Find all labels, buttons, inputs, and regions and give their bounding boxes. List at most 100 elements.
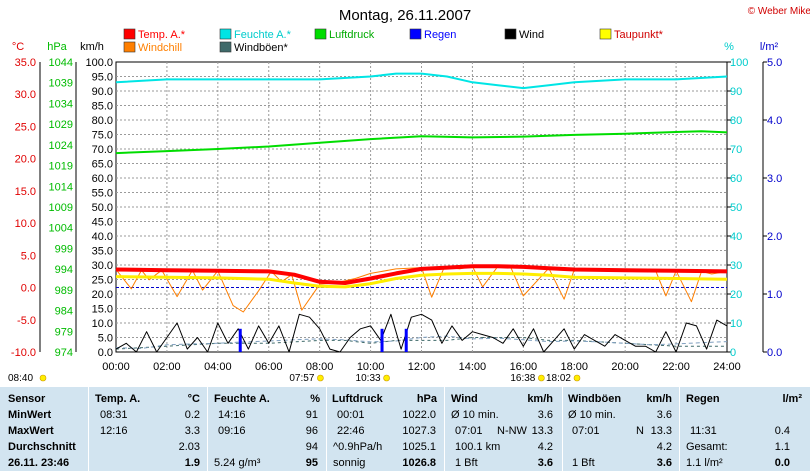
chart-legend: Temp. A.* Feuchte A.* Luftdruck Regen Wind Ta… bbox=[123, 28, 664, 54]
legend-swatch bbox=[599, 28, 612, 40]
plot-grid bbox=[115, 61, 728, 353]
legend-swatch bbox=[219, 28, 232, 40]
humidity-tick-label: 100 bbox=[730, 57, 748, 69]
legend-swatch bbox=[409, 28, 422, 40]
gust-beaufort: 1 Bft bbox=[572, 457, 595, 469]
wind-max-time: 07:01 bbox=[455, 425, 483, 437]
speed-tick-label: 50.0 bbox=[92, 202, 113, 214]
humidity-tick-label: 70 bbox=[730, 144, 742, 156]
humidity-average: 94 bbox=[305, 441, 318, 453]
speed-tick-label: 55.0 bbox=[92, 188, 113, 200]
speed-tick-label: 15.0 bbox=[92, 304, 113, 316]
speed-tick-label: 75.0 bbox=[92, 130, 113, 142]
legend-label: Feuchte A.* bbox=[234, 29, 292, 41]
pressure-tick-label: 999 bbox=[55, 243, 73, 255]
chart-annotations: 08:40 07:57 10:33 16:38 18:02 bbox=[8, 373, 581, 384]
header-pressure: Luftdruck bbox=[332, 393, 383, 405]
x-tick-label: 08:00 bbox=[306, 361, 334, 373]
humidity-current: 95 bbox=[305, 457, 318, 469]
rain-tick-label: 3.0 bbox=[767, 173, 782, 185]
temp-tick-label: -10.0 bbox=[11, 347, 36, 359]
wind-current: 3.6 bbox=[537, 457, 553, 469]
copyright-text: © Weber Mike bbox=[748, 6, 810, 17]
x-tick-label: 00:00 bbox=[102, 361, 130, 373]
header-wind: Wind bbox=[451, 393, 478, 405]
speed-tick-label: 35.0 bbox=[92, 246, 113, 258]
wind-max-value: 13.3 bbox=[531, 425, 553, 437]
header-humidity: Feuchte A. bbox=[214, 393, 270, 405]
series-line-wind bbox=[115, 313, 728, 353]
temp-min-time: 08:31 bbox=[100, 409, 128, 421]
col-divider bbox=[326, 387, 327, 471]
x-tick-label: 02:00 bbox=[153, 361, 181, 373]
pressure-tick-label: 974 bbox=[55, 347, 73, 359]
legend-label: Luftdruck bbox=[329, 29, 375, 41]
speed-tick-label: 0.0 bbox=[98, 347, 113, 359]
sun-icon bbox=[317, 374, 324, 382]
pressure-tick-label: 1039 bbox=[49, 78, 73, 90]
time-marker-label: 18:02 bbox=[546, 373, 571, 384]
temp-tick-label: 25.0 bbox=[15, 121, 36, 133]
rain-bar bbox=[238, 328, 242, 352]
pressure-tick-label: 989 bbox=[55, 285, 73, 297]
series-line-taupunkt bbox=[115, 271, 728, 289]
pressure-tick-label: 979 bbox=[55, 326, 73, 338]
humidity-tick-label: 30 bbox=[730, 260, 742, 272]
rain-current: 0.0 bbox=[774, 457, 790, 469]
speed-tick-label: 5.0 bbox=[98, 333, 113, 345]
speed-tick-label: 20.0 bbox=[92, 289, 113, 301]
gust-avg-value: 3.6 bbox=[656, 409, 672, 421]
speed-tick-label: 45.0 bbox=[92, 217, 113, 229]
row-label-average: Durchschnitt bbox=[8, 441, 76, 453]
rain-tick-label: 2.0 bbox=[767, 231, 782, 243]
humidity-tick-label: 90 bbox=[730, 86, 742, 98]
humidity-tick-label: 40 bbox=[730, 231, 742, 243]
pressure-average: 1025.1 bbox=[402, 441, 436, 453]
pressure-min-value: 1022.0 bbox=[402, 409, 436, 421]
pressure-tick-label: 1029 bbox=[49, 119, 73, 131]
pressure-current: 1026.8 bbox=[402, 457, 436, 469]
temp-tick-label: 30.0 bbox=[15, 89, 36, 101]
gust-max-time: 07:01 bbox=[572, 425, 600, 437]
header-humidity-unit: % bbox=[310, 393, 320, 405]
speed-tick-label: 95.0 bbox=[92, 72, 113, 84]
speed-tick-label: 90.0 bbox=[92, 86, 113, 98]
speed-tick-label: 25.0 bbox=[92, 275, 113, 287]
wind-beaufort: 1 Bft bbox=[455, 457, 478, 469]
wind-avg-label: Ø 10 min. bbox=[451, 409, 499, 421]
gust-current: 3.6 bbox=[656, 457, 672, 469]
pressure-min-time: 00:01 bbox=[337, 409, 365, 421]
humidity-tick-label: 60 bbox=[730, 173, 742, 185]
legend-swatch bbox=[314, 28, 327, 40]
time-marker-label: 08:40 bbox=[8, 373, 33, 384]
x-tick-label: 06:00 bbox=[255, 361, 283, 373]
weather-chart: 00:00 02:00 04:00 06:00 08:00 10:00 12:00 14:00… bbox=[8, 6, 810, 384]
humidity-min-time: 14:16 bbox=[218, 409, 246, 421]
speed-tick-label: 60.0 bbox=[92, 173, 113, 185]
humidity-min-value: 91 bbox=[305, 409, 318, 421]
speed-tick-label: 65.0 bbox=[92, 159, 113, 171]
pressure-tick-label: 984 bbox=[55, 306, 73, 318]
rain-max-value: 0.4 bbox=[774, 425, 790, 437]
temp-tick-label: 10.0 bbox=[15, 218, 36, 230]
series-line-feuchte-a bbox=[115, 72, 728, 90]
time-marker-label: 07:57 bbox=[289, 373, 314, 384]
speed-unit-label: km/h bbox=[80, 41, 104, 53]
axis-labels: 00:00 02:00 04:00 06:00 08:00 10:00 12:00 14:00… bbox=[11, 41, 782, 373]
legend-label: Windböen* bbox=[234, 42, 289, 54]
speed-tick-label: 100.0 bbox=[85, 57, 113, 69]
speed-tick-label: 85.0 bbox=[92, 101, 113, 113]
rain-tick-label: 0.0 bbox=[767, 347, 782, 359]
x-tick-label: 16:00 bbox=[510, 361, 538, 373]
header-temp-unit: °C bbox=[187, 393, 200, 405]
pressure-tick-label: 1009 bbox=[49, 202, 73, 214]
temp-tick-label: 0.0 bbox=[21, 283, 36, 295]
humidity-max-time: 09:16 bbox=[218, 425, 246, 437]
temp-tick-label: 20.0 bbox=[15, 154, 36, 166]
pressure-tick-label: 994 bbox=[55, 264, 73, 276]
wind-run-average: 4.2 bbox=[537, 441, 553, 453]
rain-tick-label: 5.0 bbox=[767, 57, 782, 69]
header-gust-unit: km/h bbox=[646, 393, 672, 405]
col-divider bbox=[444, 387, 445, 471]
humidity-max-value: 96 bbox=[305, 425, 318, 437]
